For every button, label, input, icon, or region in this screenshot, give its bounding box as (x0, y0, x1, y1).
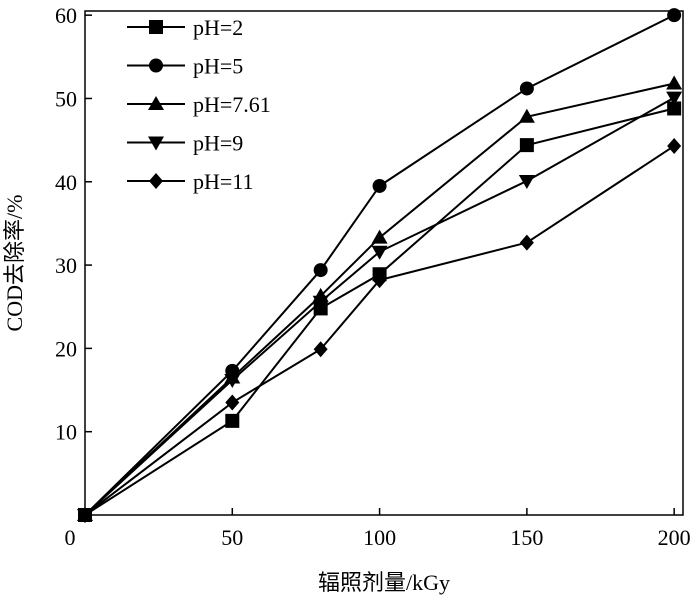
x-tick-label: 100 (363, 525, 396, 550)
series-line (84, 82, 675, 516)
y-tick-label: 10 (55, 420, 77, 445)
marker (225, 413, 240, 428)
y-tick-label: 40 (55, 170, 77, 195)
marker (519, 234, 534, 251)
marker (667, 101, 682, 116)
marker (371, 229, 388, 244)
y-tick-label: 50 (55, 86, 77, 111)
series-line (84, 96, 675, 516)
legend-label: pH=11 (193, 169, 253, 194)
y-tick-label: 20 (55, 336, 77, 361)
marker (667, 8, 682, 23)
x-tick-label: 200 (658, 525, 691, 550)
marker (666, 91, 683, 106)
x-axis-label: 辐照剂量/kGy (318, 570, 450, 595)
marker (313, 341, 328, 358)
marker (519, 138, 534, 153)
marker (371, 245, 388, 260)
legend-label: pH=7.61 (193, 92, 271, 117)
marker (313, 263, 328, 278)
marker (149, 58, 163, 73)
marker (518, 174, 535, 189)
plot-frame (84, 10, 684, 516)
marker (372, 272, 387, 289)
x-tick-label: 50 (221, 525, 243, 550)
legend-label: pH=2 (193, 15, 243, 40)
series-line (84, 14, 675, 516)
series-line (84, 145, 675, 516)
marker (149, 173, 163, 189)
y-axis-label: COD去除率/% (2, 195, 27, 332)
marker (312, 295, 329, 310)
marker (666, 75, 683, 90)
x-tick-label: 0 (65, 525, 76, 550)
marker (224, 374, 241, 389)
marker (149, 20, 163, 34)
marker (225, 394, 240, 411)
legend-label: pH=5 (193, 54, 243, 79)
y-tick-label: 60 (55, 3, 77, 28)
marker (519, 81, 534, 96)
marker (518, 108, 535, 123)
x-tick-label: 150 (510, 525, 543, 550)
series-line (84, 107, 675, 516)
marker (372, 178, 387, 193)
legend-label: pH=9 (193, 131, 243, 156)
y-tick-label: 30 (55, 253, 77, 278)
marker (148, 136, 164, 151)
marker (148, 96, 164, 110)
marker (78, 507, 92, 523)
marker (667, 137, 682, 154)
